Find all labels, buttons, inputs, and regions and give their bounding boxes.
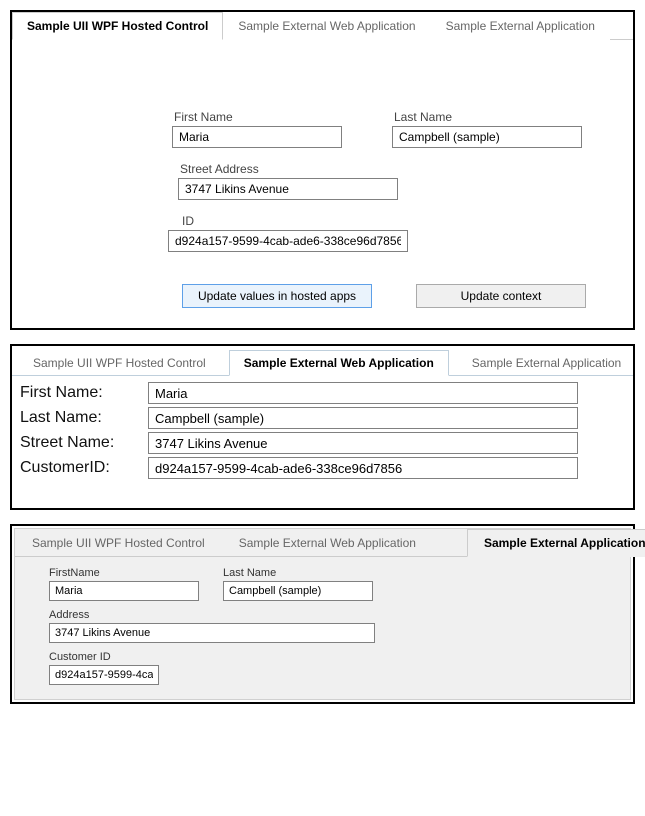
street-address-input[interactable] (178, 178, 398, 200)
panel1-body: First Name Last Name Street Address ID U… (12, 40, 633, 328)
tab-bar: Sample UII WPF Hosted Control Sample Ext… (12, 346, 633, 376)
panel2-body: First Name: Last Name: Street Name: Cust… (12, 376, 633, 486)
last-name-label: Last Name: (20, 409, 148, 427)
customer-id-input[interactable] (49, 665, 159, 685)
tab-external-application[interactable]: Sample External Application (467, 529, 645, 557)
customer-id-input[interactable] (148, 457, 578, 479)
panel-external-application: Sample UII WPF Hosted Control Sample Ext… (10, 524, 635, 704)
first-name-label: First Name: (20, 384, 148, 402)
last-name-input[interactable] (223, 581, 373, 601)
tab-bar: Sample UII WPF Hosted Control Sample Ext… (12, 12, 633, 40)
tab-external-application[interactable]: Sample External Application (431, 12, 610, 40)
last-name-input[interactable] (148, 407, 578, 429)
tab-external-web-application[interactable]: Sample External Web Application (229, 350, 449, 376)
panel3-body: FirstName Last Name Address Customer ID (15, 557, 630, 699)
first-name-input[interactable] (148, 382, 578, 404)
first-name-input[interactable] (172, 126, 342, 148)
tab-wpf-hosted-control[interactable]: Sample UII WPF Hosted Control (18, 350, 221, 376)
address-input[interactable] (49, 623, 375, 643)
tab-external-web-application[interactable]: Sample External Web Application (222, 529, 433, 557)
last-name-label: Last Name (223, 567, 373, 579)
street-name-input[interactable] (148, 432, 578, 454)
panel-wpf-hosted-control: Sample UII WPF Hosted Control Sample Ext… (10, 10, 635, 330)
address-label: Address (49, 609, 375, 621)
first-name-label: FirstName (49, 567, 199, 579)
tab-bar: Sample UII WPF Hosted Control Sample Ext… (15, 529, 630, 557)
update-values-button[interactable]: Update values in hosted apps (182, 284, 372, 308)
update-context-button[interactable]: Update context (416, 284, 586, 308)
street-address-label: Street Address (178, 162, 398, 176)
street-name-label: Street Name: (20, 434, 148, 452)
tab-wpf-hosted-control[interactable]: Sample UII WPF Hosted Control (15, 529, 222, 557)
id-label: ID (168, 214, 408, 228)
first-name-input[interactable] (49, 581, 199, 601)
first-name-label: First Name (172, 110, 342, 124)
tab-wpf-hosted-control[interactable]: Sample UII WPF Hosted Control (12, 12, 223, 40)
panel-external-web-application: Sample UII WPF Hosted Control Sample Ext… (10, 344, 635, 510)
last-name-input[interactable] (392, 126, 582, 148)
id-input[interactable] (168, 230, 408, 252)
tab-external-web-application[interactable]: Sample External Web Application (223, 12, 430, 40)
tab-external-application[interactable]: Sample External Application (457, 350, 636, 376)
customer-id-label: Customer ID (49, 651, 159, 663)
customer-id-label: CustomerID: (20, 459, 148, 477)
last-name-label: Last Name (392, 110, 582, 124)
